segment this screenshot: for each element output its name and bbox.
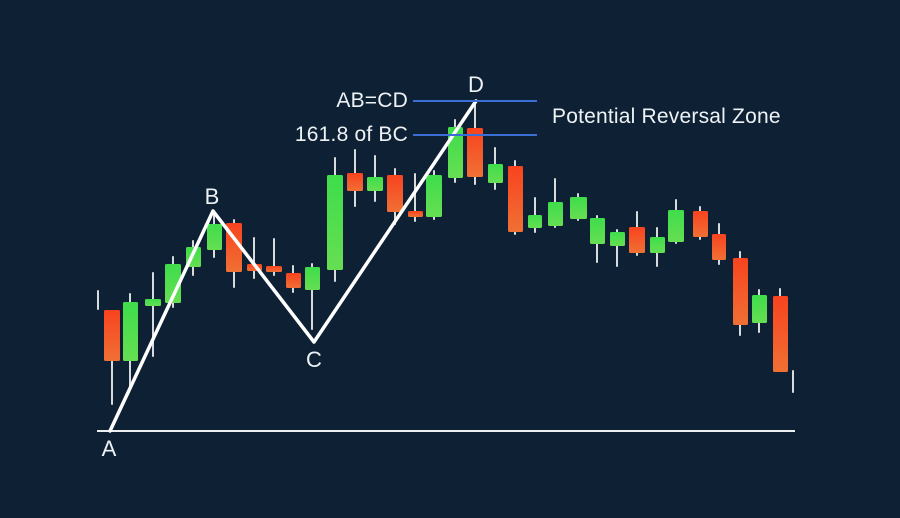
bearish-candle-body bbox=[772, 296, 788, 372]
bearish-candle-body bbox=[266, 266, 282, 272]
bullish-candle-body bbox=[122, 302, 138, 361]
bullish-candle-body bbox=[649, 237, 665, 253]
bullish-candle-body bbox=[609, 232, 625, 246]
candle-wick bbox=[792, 370, 794, 393]
point-label-b: B bbox=[204, 184, 220, 209]
bearish-candle-body bbox=[712, 234, 726, 260]
bullish-candle-body bbox=[487, 164, 503, 183]
bullish-candle-body bbox=[304, 267, 320, 290]
bearish-candle-body bbox=[285, 273, 301, 288]
bearish-candle-body bbox=[692, 211, 708, 237]
baseline bbox=[97, 430, 795, 432]
bullish-candle-body bbox=[426, 175, 442, 217]
bullish-candle-body bbox=[668, 210, 684, 242]
bearish-candle-body bbox=[226, 223, 242, 272]
bullish-candle-body bbox=[751, 295, 767, 323]
candle-wick bbox=[97, 290, 99, 310]
bearish-candle-body bbox=[347, 173, 363, 191]
bullish-candle-body bbox=[165, 264, 181, 303]
point-label-d: D bbox=[468, 72, 484, 97]
bullish-candle-body bbox=[327, 175, 343, 270]
bearish-candle-body bbox=[387, 175, 403, 212]
bearish-candle-body bbox=[104, 310, 120, 361]
bullish-candle-body bbox=[185, 247, 201, 267]
point-label-a: A bbox=[101, 436, 117, 461]
bullish-candle-body bbox=[589, 218, 605, 244]
bullish-candle-body bbox=[206, 224, 222, 250]
bearish-candle-body bbox=[629, 227, 645, 253]
bearish-candle-body bbox=[507, 166, 523, 232]
candle-wick bbox=[253, 237, 255, 279]
ratio-annotation: 161.8 of BC bbox=[294, 123, 408, 146]
candle-wick bbox=[616, 229, 618, 267]
bearish-candle-body bbox=[246, 264, 262, 271]
bullish-candle-body bbox=[547, 202, 563, 226]
candle-wick bbox=[152, 272, 154, 357]
ratio-level-line bbox=[413, 134, 537, 136]
bearish-candle-body bbox=[407, 211, 423, 217]
bullish-candle-body bbox=[367, 177, 383, 191]
abcd-level-line bbox=[413, 100, 537, 102]
abcd-annotation: AB=CD bbox=[336, 89, 408, 112]
bullish-candle-body bbox=[528, 215, 542, 228]
bullish-candle-body bbox=[145, 299, 161, 306]
bullish-candle-body bbox=[569, 197, 587, 219]
point-label-c: C bbox=[306, 347, 322, 372]
bearish-candle-body bbox=[732, 258, 748, 325]
potential-reversal-zone-label: Potential Reversal Zone bbox=[552, 105, 781, 128]
